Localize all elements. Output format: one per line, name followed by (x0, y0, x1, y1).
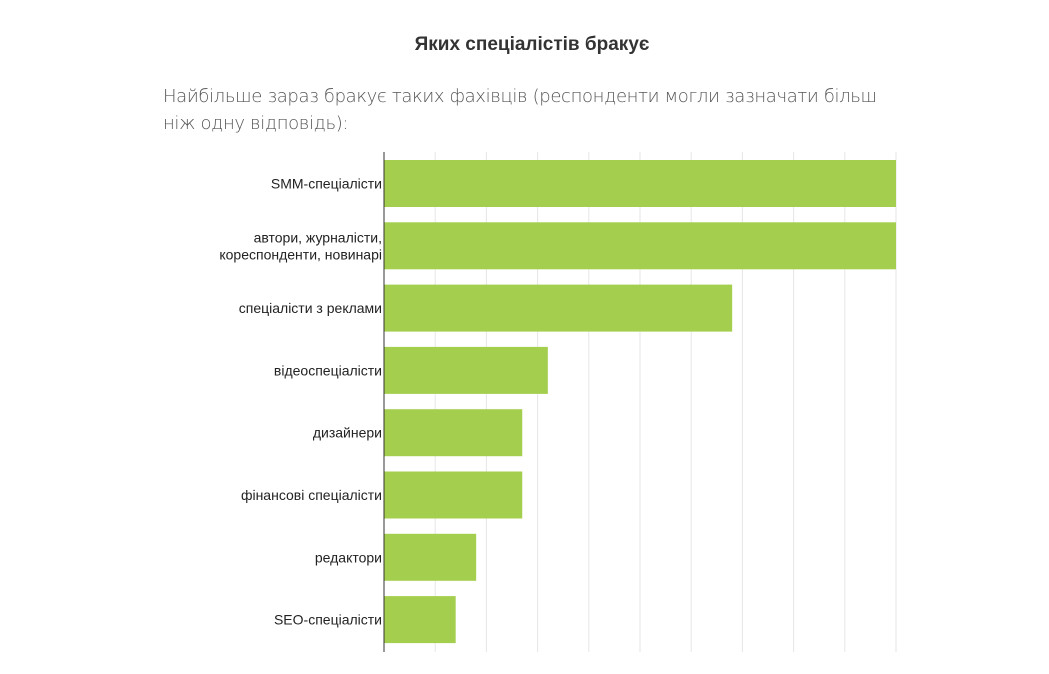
bar (384, 533, 477, 581)
bar (384, 471, 523, 519)
bar (384, 222, 896, 270)
bar (384, 346, 548, 394)
bar (384, 409, 523, 457)
category-label: фінансові спеціалісти (241, 487, 382, 503)
bar (384, 160, 896, 207)
lead-paragraph: Найбільше зараз бракує таких фахівців (р… (163, 86, 877, 134)
category-label: SMM-спеціалісти (271, 176, 382, 192)
category-label: редактори (315, 549, 382, 565)
category-label: SEO-спеціалісти (274, 612, 382, 628)
category-label: дизайнери (313, 425, 382, 441)
category-label: спеціалісти з реклами (239, 300, 382, 316)
page-title: Яких спеціалістів бракує (414, 34, 650, 55)
category-label: відеоспеціалісти (274, 362, 382, 378)
bar (384, 284, 733, 332)
category-label: автори, журналісти, кореспонденти, новина… (219, 229, 382, 262)
bar (384, 596, 456, 644)
